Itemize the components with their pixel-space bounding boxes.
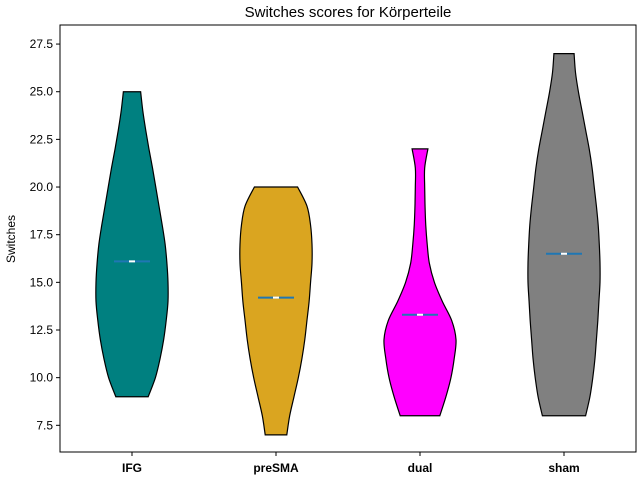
y-tick-label: 27.5 (30, 37, 54, 51)
y-axis: 7.5 10.0 12.5 15.0 17.5 20.0 22.5 25.0 27.5 (30, 37, 60, 432)
means-layer (114, 252, 582, 316)
y-tick-label: 15.0 (30, 275, 54, 289)
y-tick-label: 20.0 (30, 180, 54, 194)
x-tick-label: dual (408, 461, 433, 475)
violin-preSMA (239, 186, 313, 436)
x-axis: IFG preSMA dual sham (122, 452, 580, 475)
y-tick-label: 7.5 (36, 418, 53, 432)
violin-sham (527, 52, 601, 417)
x-tick-label: preSMA (253, 461, 299, 475)
y-tick-label: 17.5 (30, 228, 54, 242)
x-tick-label: IFG (122, 461, 142, 475)
y-tick-label: 22.5 (30, 132, 54, 146)
x-tick-label: sham (548, 461, 579, 475)
chart-title: Switches scores for Körperteile (245, 4, 452, 21)
violin-dual (383, 148, 457, 417)
plot-frame (59, 24, 637, 453)
y-tick-label: 25.0 (30, 85, 54, 99)
violins-layer (95, 52, 601, 436)
y-tick-label: 10.0 (30, 371, 54, 385)
violin-IFG (95, 91, 169, 398)
y-axis-label: Switches (4, 215, 18, 263)
y-tick-label: 12.5 (30, 323, 54, 337)
